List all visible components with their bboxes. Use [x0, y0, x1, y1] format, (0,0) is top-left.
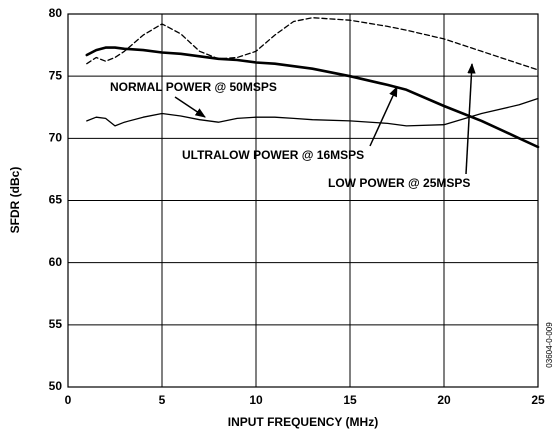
y-axis-label: SFDR (dBc) [8, 167, 22, 234]
x-tick-label: 0 [65, 393, 72, 407]
y-tick-label: 55 [49, 317, 63, 331]
annotation-arrow [369, 86, 398, 147]
plot-frame [67, 13, 539, 388]
y-tick-label: 75 [49, 68, 63, 82]
lines [85, 17, 540, 149]
x-axis-label: INPUT FREQUENCY (MHz) [228, 415, 378, 429]
y-tick-label: 80 [49, 6, 63, 20]
data-line [86, 97, 539, 127]
annotation-arrow [174, 96, 206, 118]
data-line [86, 17, 539, 71]
y-tick-label: 65 [49, 193, 63, 207]
side-note: 03604-0-009 [545, 322, 554, 368]
y-tick-label: 50 [49, 379, 63, 393]
x-tick-label: 25 [531, 393, 545, 407]
data-line [85, 46, 540, 149]
annotation: LOW POWER @ 25MSPS [328, 176, 470, 190]
annotation: ULTRALOW POWER @ 16MSPS [182, 148, 364, 162]
x-tick-label: 5 [159, 393, 166, 407]
grid [67, 13, 539, 388]
y-tick-label: 60 [49, 255, 63, 269]
x-tick-label: 15 [343, 393, 357, 407]
annotation-arrow [465, 62, 476, 175]
x-tick-label: 20 [437, 393, 451, 407]
x-tick-label: 10 [249, 393, 263, 407]
y-tick-label: 70 [49, 131, 63, 145]
annotation: NORMAL POWER @ 50MSPS [110, 80, 277, 94]
